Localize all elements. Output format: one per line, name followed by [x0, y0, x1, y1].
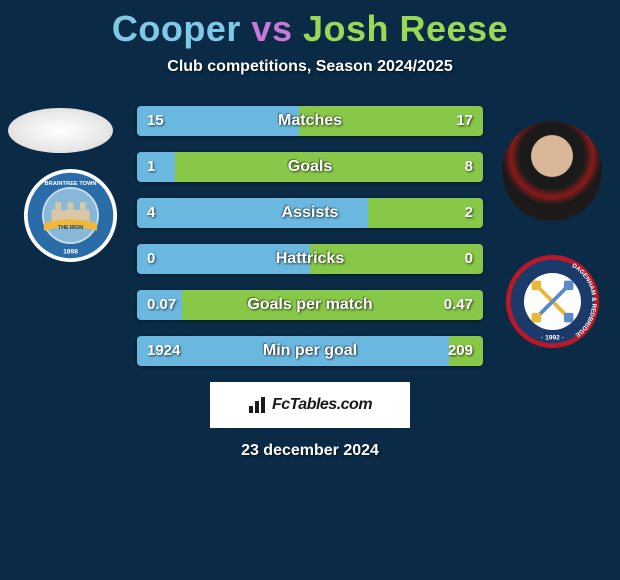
- player1-club-crest: BRAINTREE TOWN THE IRON 1898: [23, 168, 118, 263]
- stat-label: Matches: [137, 106, 483, 136]
- player2-name: Josh Reese: [303, 8, 508, 49]
- watermark-text: FcTables.com: [272, 396, 372, 414]
- player1-name: Cooper: [112, 8, 241, 49]
- season-subtitle: Club competitions, Season 2024/2025: [0, 58, 620, 76]
- svg-text:THE IRON: THE IRON: [58, 225, 83, 231]
- stat-row: Goals per match0.07 0.47: [137, 290, 483, 320]
- stat-label: Min per goal: [137, 336, 483, 366]
- fctables-watermark: FcTables.com: [210, 382, 410, 428]
- stat-value-right: 0: [465, 244, 473, 274]
- stat-row: Assists4 2: [137, 198, 483, 228]
- snapshot-date: 23 december 2024: [0, 442, 620, 460]
- stat-label: Goals: [137, 152, 483, 182]
- stat-value-left: 1924: [147, 336, 180, 366]
- stat-value-left: 0.07: [147, 290, 176, 320]
- stat-value-right: 17: [456, 106, 473, 136]
- player2-avatar: [502, 121, 602, 221]
- stat-value-left: 1: [147, 152, 155, 182]
- stat-row: Hattricks0 0: [137, 244, 483, 274]
- comparison-title: Cooper vs Josh Reese: [0, 0, 620, 50]
- player2-avatar-image: [502, 121, 602, 221]
- stat-row: Min per goal1924 209: [137, 336, 483, 366]
- stat-label: Assists: [137, 198, 483, 228]
- stat-row: Goals1 8: [137, 152, 483, 182]
- bars-icon: [248, 396, 268, 414]
- stat-value-left: 0: [147, 244, 155, 274]
- stat-value-left: 4: [147, 198, 155, 228]
- vs-text: vs: [251, 8, 292, 49]
- stat-value-right: 2: [465, 198, 473, 228]
- stat-label: Hattricks: [137, 244, 483, 274]
- player2-club-crest: DAGENHAM & REDBRIDGE · 1992 ·: [505, 254, 600, 349]
- stat-bars: Matches15 17 Goals1 8 Assists4 2 Hattricks0 0 Go…: [137, 106, 483, 366]
- svg-text:BRAINTREE TOWN: BRAINTREE TOWN: [44, 181, 96, 187]
- svg-text:1898: 1898: [63, 249, 78, 256]
- stat-row: Matches15 17: [137, 106, 483, 136]
- stat-value-right: 8: [465, 152, 473, 182]
- player1-avatar: [8, 108, 113, 153]
- stat-value-left: 15: [147, 106, 164, 136]
- stat-value-right: 0.47: [444, 290, 473, 320]
- svg-text:· 1992 ·: · 1992 ·: [541, 335, 564, 342]
- stat-value-right: 209: [448, 336, 473, 366]
- stat-label: Goals per match: [137, 290, 483, 320]
- comparison-panel: BRAINTREE TOWN THE IRON 1898 DAGENHAM & …: [0, 106, 620, 366]
